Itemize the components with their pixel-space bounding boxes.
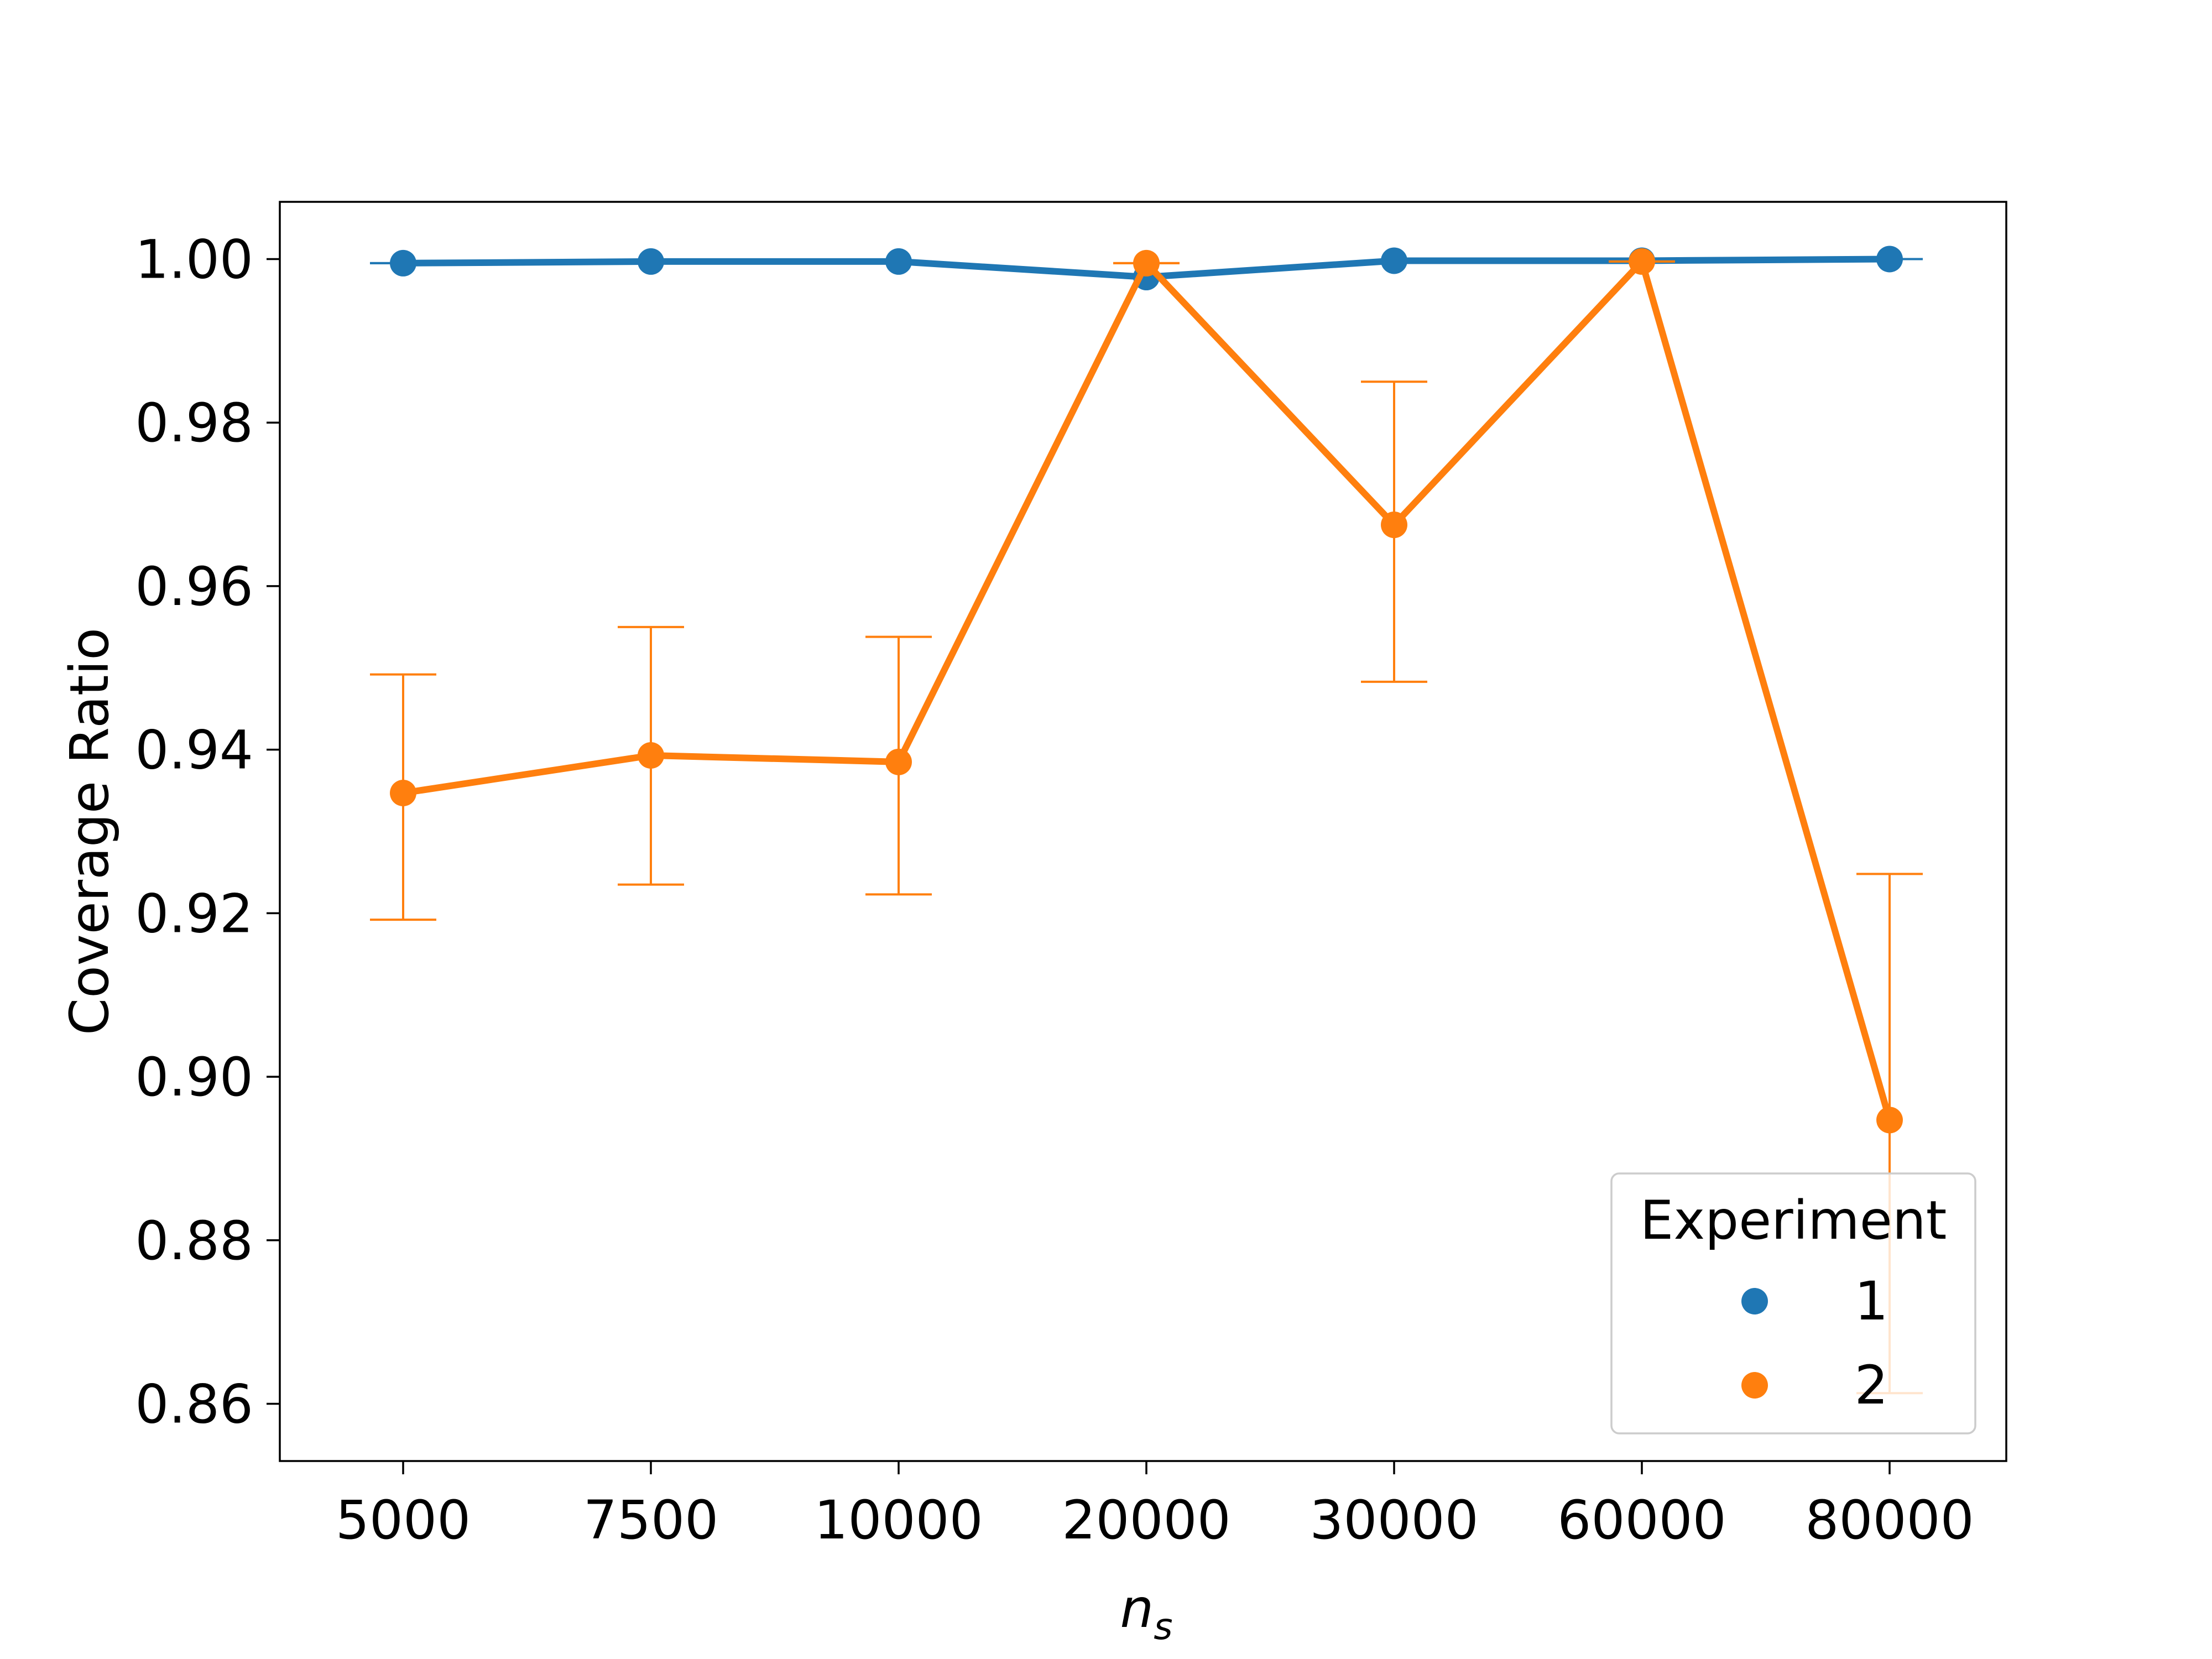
y-tick-label-0.90: 0.90 <box>135 1046 253 1108</box>
x-tick-label-60000: 60000 <box>1557 1489 1726 1551</box>
x-tick-label-7500: 7500 <box>583 1489 718 1551</box>
legend-label-series-1: 1 <box>1854 1270 1888 1332</box>
y-tick-label-0.98: 0.98 <box>135 392 253 454</box>
legend-marker-series-1 <box>1741 1288 1768 1314</box>
series-2 <box>370 248 1923 1395</box>
point-series-2-10000 <box>885 748 912 775</box>
x-tick-label-5000: 5000 <box>336 1489 471 1551</box>
y-axis-label: Coverage Ratio <box>59 628 121 1035</box>
y-tick-label-0.94: 0.94 <box>135 719 253 781</box>
axes: 5000 7500 10000 20000 30000 60000 80000 0.86 0.8… <box>59 229 1974 1648</box>
point-series-1-5000 <box>390 249 416 276</box>
legend-title: Experiment <box>1640 1190 1947 1251</box>
point-series-2-80000 <box>1876 1107 1903 1134</box>
point-series-1-10000 <box>885 248 912 275</box>
point-series-2-5000 <box>390 780 416 807</box>
point-series-2-60000 <box>1629 248 1655 275</box>
y-tick-label-1.00: 1.00 <box>135 229 253 291</box>
legend-box <box>1610 1172 1976 1434</box>
x-tick-label-80000: 80000 <box>1805 1489 1974 1551</box>
point-series-2-20000 <box>1133 249 1160 276</box>
plot-frame <box>279 201 2007 1462</box>
x-tick-label-20000: 20000 <box>1062 1489 1230 1551</box>
x-axis-label-subscript: s <box>1154 1605 1172 1648</box>
point-series-1-30000 <box>1381 247 1407 274</box>
x-axis-label-base: n <box>1120 1578 1154 1640</box>
y-tick-label-0.96: 0.96 <box>135 556 253 618</box>
legend-marker-series-2 <box>1741 1372 1768 1399</box>
y-tick-label-0.86: 0.86 <box>135 1374 253 1436</box>
x-tick-label-30000: 30000 <box>1310 1489 1478 1551</box>
point-series-2-7500 <box>638 742 664 769</box>
point-series-1-7500 <box>638 248 664 275</box>
y-tick-label-0.92: 0.92 <box>135 883 253 945</box>
point-series-1-80000 <box>1876 246 1903 273</box>
x-axis-label: ns <box>1120 1578 1172 1648</box>
legend: Experiment 1 2 <box>1610 1172 1976 1434</box>
point-series-2-30000 <box>1381 512 1407 539</box>
plot-area <box>370 246 1923 1395</box>
y-tick-label-0.88: 0.88 <box>135 1210 253 1272</box>
legend-label-series-2: 2 <box>1854 1354 1888 1416</box>
x-tick-label-10000: 10000 <box>814 1489 983 1551</box>
